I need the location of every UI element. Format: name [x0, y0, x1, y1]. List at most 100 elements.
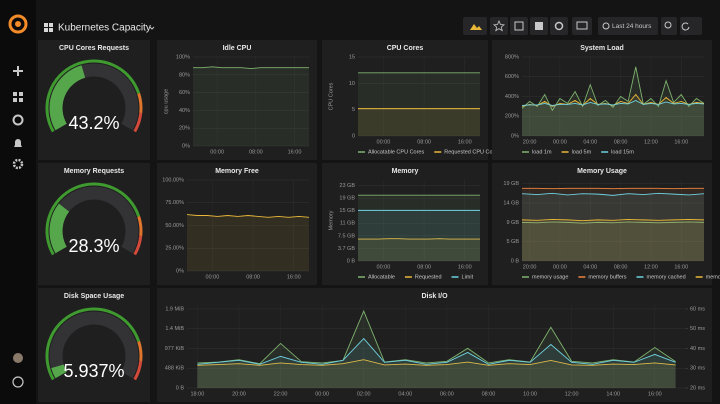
series-area: [197, 311, 676, 388]
y-tick-label: 11 GB: [340, 221, 356, 227]
time-picker[interactable]: [598, 17, 658, 35]
share-button[interactable]: [510, 17, 528, 35]
y-axis-label: Memory: [328, 210, 334, 230]
x-tick-label: 18:00: [191, 391, 205, 397]
x-tick-label: 04:00: [398, 391, 412, 397]
graph-panel: [157, 288, 712, 402]
refresh-button[interactable]: [680, 17, 702, 35]
x-tick-label: 04:00: [583, 139, 597, 145]
grafana-logo[interactable]: [8, 14, 28, 34]
gauge-threshold-crit: [133, 360, 143, 381]
sidebar-icons: [12, 66, 24, 388]
series-area: [522, 188, 704, 261]
x-tick-label: 08:00: [614, 264, 628, 270]
y-axis-label: cpu usage: [163, 89, 169, 114]
panel-title: System Load: [580, 45, 624, 52]
y-tick-label: 14 GB: [503, 200, 519, 206]
tv-mode-button[interactable]: [572, 17, 592, 35]
clock-icon: [602, 22, 610, 30]
y-tick-label: 488 KiB: [165, 366, 185, 372]
sidebar: [0, 0, 36, 404]
legend-label: Requested CPU Cores: [444, 149, 500, 155]
y-tick-label: 600%: [505, 74, 519, 80]
dashboards-icon[interactable]: [13, 92, 23, 102]
series-area: [522, 100, 704, 136]
y-tick-label: 0: [352, 133, 355, 139]
user-avatar[interactable]: [13, 353, 23, 363]
settings-button[interactable]: [550, 17, 568, 35]
graph-panel: [322, 163, 488, 285]
help-icon[interactable]: [12, 376, 24, 388]
x-tick-label: 00:00: [210, 149, 224, 155]
y-tick-label: 0%: [182, 143, 190, 149]
x-tick-label: 00:00: [377, 139, 391, 145]
series-line: [197, 309, 676, 365]
panel-title: Memory: [392, 168, 419, 175]
y-tick-label: 5: [352, 107, 355, 113]
legend-label: load 1m: [532, 149, 552, 155]
y-tick-label: 977 KiB: [165, 346, 185, 352]
legend-label: memory cached: [647, 274, 686, 280]
series-area: [358, 210, 480, 261]
series-line: [521, 99, 705, 106]
x-tick-label: 16:00: [458, 264, 472, 270]
legend-label: memory free: [706, 274, 720, 280]
share-icon: [514, 21, 524, 31]
x-tick-label: 14:00: [606, 391, 620, 397]
y-tick-label: 25.00%: [165, 246, 184, 252]
add-panel-icon: [470, 24, 482, 30]
x-tick-label: 12:00: [644, 139, 658, 145]
x-tick-label: 16:00: [287, 274, 301, 280]
y-tick-label: 23 GB: [339, 183, 355, 189]
series-line: [193, 66, 309, 70]
settings-icon[interactable]: [12, 158, 24, 170]
x-tick-label: 20:00: [232, 391, 246, 397]
refresh-icon: [681, 22, 690, 31]
panel-title: Disk I/O: [421, 293, 448, 300]
toolbar: Last 24 hours: [463, 17, 702, 35]
gauge-threshold-crit: [133, 112, 143, 133]
y-tick-label: 15 GB: [339, 208, 355, 214]
y-tick-label: 60%: [179, 90, 190, 96]
dashboard-title[interactable]: Kubernetes Capacity: [58, 23, 151, 34]
y-tick-label: 7.5 GB: [338, 233, 355, 239]
y-tick-label: 40%: [179, 108, 190, 114]
x-tick-label: 00:00: [315, 391, 329, 397]
series-line: [521, 219, 705, 222]
y-tick-label: 0 B: [511, 258, 520, 264]
legend-label: Limit: [462, 274, 474, 280]
star-icon: [493, 19, 505, 32]
y-tick-label: 80%: [179, 72, 190, 78]
star-button[interactable]: [490, 17, 508, 35]
y-tick-label: 800%: [505, 54, 519, 60]
x-tick-label: 08:00: [249, 149, 263, 155]
y-tick-label: 100%: [176, 54, 190, 60]
time-range[interactable]: Last 24 hours: [612, 23, 652, 30]
create-icon[interactable]: [13, 66, 23, 76]
dashboard-title-icon: [44, 23, 53, 32]
y-tick-label: 5 GB: [506, 239, 519, 245]
gauge-value: 43.2%: [68, 113, 119, 133]
panel-title: Memory Usage: [577, 168, 627, 175]
zoom-out-button[interactable]: [661, 17, 677, 35]
panel-title: CPU Cores: [387, 45, 424, 52]
x-tick-label: 12:00: [565, 391, 579, 397]
gauge-value: 28.3%: [68, 236, 119, 256]
gear-icon: [554, 21, 564, 31]
y-tick-label: 200%: [505, 114, 519, 120]
title-dropdown-caret[interactable]: [149, 26, 155, 30]
series-area: [193, 66, 309, 146]
graph-panel: [492, 163, 712, 285]
x-tick-label: 16:00: [648, 391, 662, 397]
series-area: [522, 221, 704, 261]
series-area: [358, 238, 480, 261]
explore-icon[interactable]: [12, 114, 24, 126]
series-line: [521, 221, 705, 224]
alerting-icon[interactable]: [14, 139, 22, 147]
y-tick-label: 15: [349, 54, 355, 60]
gauge-threshold-ok: [45, 307, 141, 381]
series-area: [358, 72, 480, 136]
series-line: [521, 192, 705, 196]
legend-label: Requested: [415, 274, 442, 280]
